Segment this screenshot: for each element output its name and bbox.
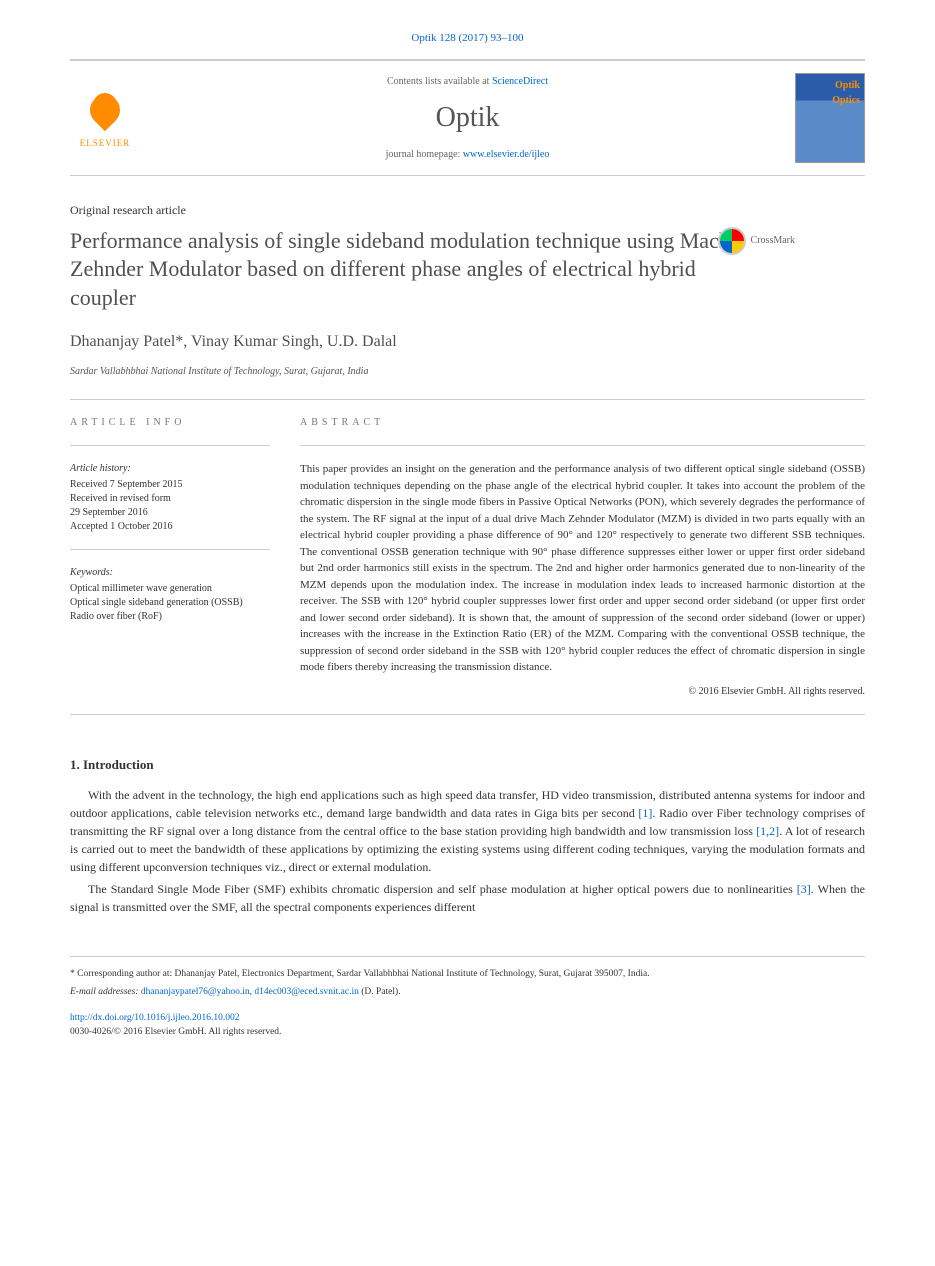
authors-line: Dhananjay Patel*, Vinay Kumar Singh, U.D… bbox=[70, 330, 865, 354]
abstract-copyright: © 2016 Elsevier GmbH. All rights reserve… bbox=[300, 684, 865, 699]
title-section: Original research article CrossMark Perf… bbox=[70, 201, 865, 313]
keyword-1: Optical millimeter wave generation bbox=[70, 582, 270, 596]
homepage-label: journal homepage: bbox=[386, 149, 463, 160]
divider bbox=[70, 399, 865, 400]
email-label: E-mail addresses: bbox=[70, 987, 141, 997]
elsevier-name: ELSEVIER bbox=[80, 137, 131, 151]
header-center: Contents lists available at ScienceDirec… bbox=[140, 74, 795, 162]
corresponding-author: * Corresponding author at: Dhananjay Pat… bbox=[70, 967, 865, 981]
revised-date: 29 September 2016 bbox=[70, 506, 270, 520]
abstract-text: This paper provides an insight on the ge… bbox=[300, 461, 865, 676]
history-block: Article history: Received 7 September 20… bbox=[70, 461, 270, 534]
journal-header: ELSEVIER Contents lists available at Sci… bbox=[70, 59, 865, 176]
abstract-column: ABSTRACT This paper provides an insight … bbox=[300, 415, 865, 699]
received-date: Received 7 September 2015 bbox=[70, 478, 270, 492]
affiliation: Sardar Vallabhbhai National Institute of… bbox=[70, 364, 865, 379]
citation-3[interactable]: [3] bbox=[797, 882, 811, 896]
intro-paragraph-2: The Standard Single Mode Fiber (SMF) exh… bbox=[70, 880, 865, 916]
elsevier-logo[interactable]: ELSEVIER bbox=[70, 78, 140, 158]
crossmark-icon bbox=[718, 227, 746, 255]
para2-text-a: The Standard Single Mode Fiber (SMF) exh… bbox=[88, 882, 797, 896]
abstract-heading: ABSTRACT bbox=[300, 415, 865, 430]
crossmark-label: CrossMark bbox=[751, 233, 795, 248]
revised-label: Received in revised form bbox=[70, 492, 270, 506]
email-1[interactable]: dhananjaypatel76@yahoo.in bbox=[141, 987, 250, 997]
journal-title: Optik bbox=[140, 97, 795, 139]
email-2[interactable]: d14ec003@eced.svnit.ac.in bbox=[254, 987, 359, 997]
crossmark-badge[interactable]: CrossMark bbox=[718, 227, 795, 255]
homepage-line: journal homepage: www.elsevier.de/ijleo bbox=[140, 147, 795, 162]
citation-1-2[interactable]: [1,2] bbox=[756, 824, 779, 838]
article-type: Original research article bbox=[70, 201, 865, 219]
main-divider bbox=[70, 714, 865, 715]
accepted-date: Accepted 1 October 2016 bbox=[70, 520, 270, 534]
article-info-heading: ARTICLE INFO bbox=[70, 415, 270, 430]
issn-line: 0030-4026/© 2016 Elsevier GmbH. All righ… bbox=[70, 1025, 865, 1039]
corresponding-text: Dhananjay Patel, Electronics Department,… bbox=[174, 969, 649, 979]
info-abstract-row: ARTICLE INFO Article history: Received 7… bbox=[70, 415, 865, 699]
homepage-link[interactable]: www.elsevier.de/ijleo bbox=[463, 149, 550, 160]
citation-1[interactable]: [1] bbox=[638, 806, 652, 820]
contents-available: Contents lists available at ScienceDirec… bbox=[140, 74, 795, 89]
corresponding-label: * Corresponding author at: bbox=[70, 969, 174, 979]
sciencedirect-link[interactable]: ScienceDirect bbox=[492, 76, 548, 87]
keyword-3: Radio over fiber (RoF) bbox=[70, 610, 270, 624]
keyword-2: Optical single sideband generation (OSSB… bbox=[70, 596, 270, 610]
intro-heading: 1. Introduction bbox=[70, 755, 865, 775]
info-divider bbox=[70, 445, 270, 446]
page-footer: * Corresponding author at: Dhananjay Pat… bbox=[70, 956, 865, 1039]
info-divider-2 bbox=[70, 549, 270, 550]
keywords-block: Keywords: Optical millimeter wave genera… bbox=[70, 565, 270, 624]
history-title: Article history: bbox=[70, 461, 270, 476]
article-info-column: ARTICLE INFO Article history: Received 7… bbox=[70, 415, 270, 699]
keywords-title: Keywords: bbox=[70, 565, 270, 580]
doi-link[interactable]: http://dx.doi.org/10.1016/j.ijleo.2016.1… bbox=[70, 1013, 240, 1023]
abstract-divider bbox=[300, 445, 865, 446]
citation-link[interactable]: Optik 128 (2017) 93–100 bbox=[70, 30, 865, 47]
journal-cover-thumbnail[interactable] bbox=[795, 73, 865, 163]
email-line: E-mail addresses: dhananjaypatel76@yahoo… bbox=[70, 985, 865, 999]
doi-line: http://dx.doi.org/10.1016/j.ijleo.2016.1… bbox=[70, 1011, 865, 1025]
elsevier-tree-icon bbox=[80, 85, 130, 135]
intro-paragraph-1: With the advent in the technology, the h… bbox=[70, 786, 865, 876]
email-author: (D. Patel). bbox=[359, 987, 401, 997]
contents-label: Contents lists available at bbox=[387, 76, 492, 87]
